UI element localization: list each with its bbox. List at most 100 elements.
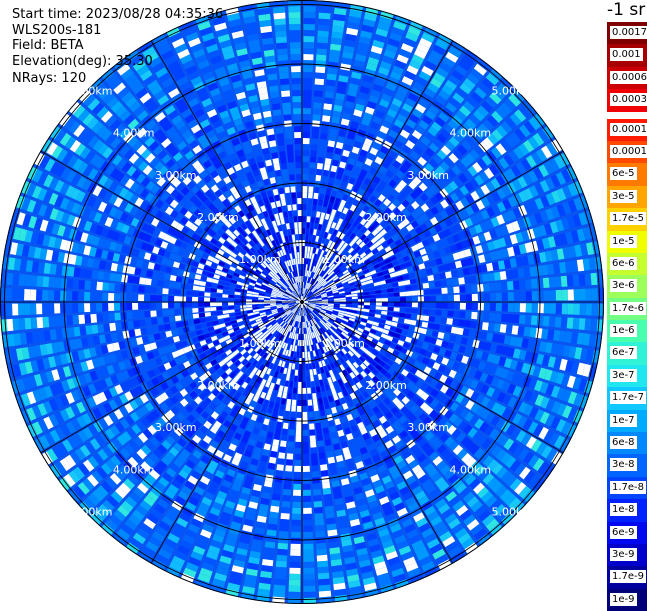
- ray-gate: [296, 424, 301, 430]
- ray-gate: [314, 507, 323, 514]
- ray-gate: [327, 67, 337, 74]
- ray-gate: [175, 283, 182, 289]
- ray-gate: [502, 292, 508, 300]
- ray-gate: [72, 315, 79, 325]
- ray-gate: [303, 550, 313, 556]
- ray-gate: [550, 303, 556, 313]
- ray-gate: [434, 281, 441, 287]
- ray-gate: [304, 562, 315, 568]
- ray-gate: [452, 319, 459, 326]
- ray-gate: [303, 526, 312, 532]
- ray-gate: [592, 304, 598, 316]
- ray-gate: [317, 157, 324, 164]
- ray-gate: [304, 36, 315, 42]
- ray-gate: [204, 297, 210, 301]
- ray-gate: [304, 586, 316, 592]
- ray-gate: [270, 506, 279, 513]
- ray-gate: [328, 457, 336, 464]
- ray-gate: [394, 307, 400, 311]
- ray-gate: [151, 318, 158, 325]
- ray-gate: [145, 319, 152, 326]
- ray-gate: [490, 293, 496, 301]
- ray-gate: [318, 579, 330, 586]
- ray-gate: [325, 439, 332, 446]
- ray-gate: [317, 30, 328, 37]
- ray-gate: [329, 134, 337, 141]
- ray-gate: [294, 466, 301, 472]
- ray-gate: [370, 306, 376, 309]
- ray-gate: [317, 434, 323, 441]
- ray-gate: [300, 334, 302, 340]
- ray-gate: [538, 303, 544, 313]
- ray-gate: [304, 580, 316, 586]
- ray-gate: [585, 319, 592, 331]
- ray-gate: [269, 457, 277, 464]
- ray-gate: [60, 278, 67, 288]
- ray-gate: [544, 303, 550, 313]
- ray-gate: [302, 352, 304, 358]
- ray-gate: [281, 434, 287, 441]
- ray-gate: [318, 24, 330, 31]
- ray-gate: [6, 288, 12, 300]
- ray-gate: [429, 309, 435, 315]
- ray-gate: [303, 54, 313, 60]
- ray-gate: [42, 317, 49, 328]
- ray-gate: [266, 529, 276, 536]
- ray-gate: [303, 496, 311, 502]
- ray-gate: [303, 84, 312, 90]
- ray-gate: [302, 216, 306, 222]
- ray-gate: [90, 292, 96, 301]
- ray-gate: [299, 352, 301, 358]
- ray-gate: [310, 435, 316, 441]
- ray-gate: [234, 299, 240, 302]
- ray-gate: [228, 306, 234, 309]
- ray-gate: [12, 288, 18, 300]
- ray-gate: [168, 309, 174, 315]
- ray-gate: [96, 292, 102, 300]
- ray-gate: [326, 152, 333, 159]
- ray-gate: [264, 300, 270, 302]
- ray-gate: [327, 73, 337, 80]
- ray-gate: [488, 323, 495, 332]
- ray-gate: [168, 289, 174, 295]
- ray-gate: [258, 300, 264, 302]
- ray-gate: [79, 268, 86, 278]
- ray-gate: [303, 472, 310, 478]
- ray-gate: [18, 289, 24, 301]
- ray-gate: [323, 109, 332, 116]
- ray-gate: [48, 316, 55, 327]
- ray-gate: [54, 303, 60, 313]
- ray-gate: [327, 146, 334, 153]
- ray-gate: [303, 144, 309, 150]
- ray-gate: [445, 271, 452, 278]
- ray-gate: [303, 442, 309, 448]
- ray-gate: [312, 465, 319, 472]
- ray-gate: [315, 66, 325, 73]
- ray-gate: [295, 370, 298, 376]
- ray-gate: [156, 310, 162, 316]
- ray-gate: [441, 288, 447, 294]
- ray-gate: [66, 315, 73, 325]
- ray-gate: [423, 289, 429, 295]
- ray-gate: [451, 327, 458, 334]
- ray-gate: [204, 307, 210, 311]
- ray-gate: [326, 79, 336, 86]
- ray-gate: [295, 442, 301, 448]
- ray-gate: [144, 295, 150, 301]
- ray-gate: [310, 447, 317, 453]
- ray-gate: [174, 309, 180, 315]
- ray-gate: [405, 308, 411, 313]
- ray-gate: [506, 270, 513, 279]
- ray-gate: [132, 294, 138, 301]
- ray-gate: [430, 303, 436, 309]
- ray-gate: [314, 84, 323, 91]
- ray-gate: [316, 549, 327, 556]
- ray-gate: [276, 464, 284, 471]
- ray-gate: [72, 279, 79, 289]
- ray-gate: [271, 445, 278, 452]
- ray-gate: [216, 294, 222, 298]
- ray-gate: [78, 303, 84, 312]
- ray-gate: [303, 42, 314, 48]
- ray-gate: [115, 274, 122, 282]
